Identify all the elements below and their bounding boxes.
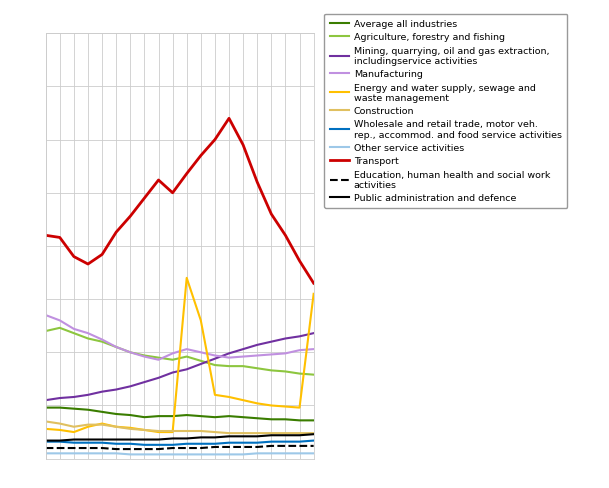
Legend: Average all industries, Agriculture, forestry and fishing, Mining, quarrying, oi: Average all industries, Agriculture, for…: [325, 15, 568, 208]
